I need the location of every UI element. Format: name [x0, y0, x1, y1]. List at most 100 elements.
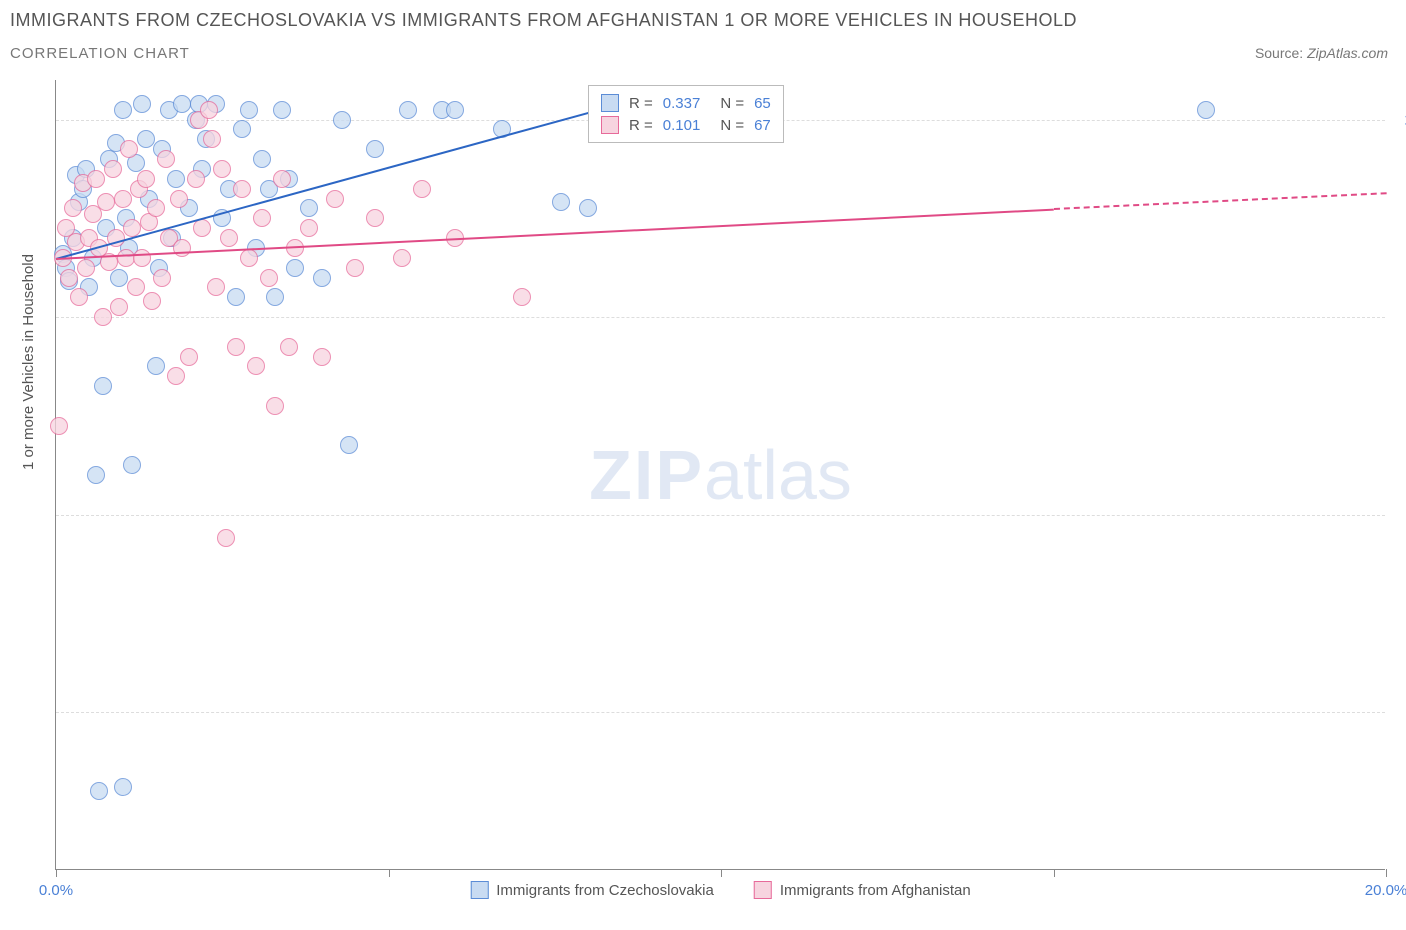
scatter-point [260, 269, 278, 287]
scatter-point [143, 292, 161, 310]
scatter-point [266, 397, 284, 415]
watermark: ZIPatlas [589, 435, 852, 515]
scatter-point [193, 219, 211, 237]
scatter-point [137, 170, 155, 188]
scatter-point [579, 199, 597, 217]
scatter-point [273, 101, 291, 119]
legend-swatch [754, 881, 772, 899]
x-tick [389, 869, 390, 877]
stat-n-label: N = [720, 95, 744, 112]
scatter-point [203, 130, 221, 148]
stats-row: R = 0.101 N = 67 [601, 114, 771, 136]
scatter-point [266, 288, 284, 306]
y-tick-label: 80.0% [1395, 506, 1406, 523]
x-tick [1054, 869, 1055, 877]
scatter-point [280, 338, 298, 356]
scatter-point [233, 120, 251, 138]
x-tick [56, 869, 57, 877]
stat-n-label: N = [720, 117, 744, 134]
scatter-point [313, 269, 331, 287]
scatter-point [90, 782, 108, 800]
scatter-point [240, 249, 258, 267]
scatter-point [227, 288, 245, 306]
series-swatch [601, 116, 619, 134]
stat-r-value: 0.337 [663, 95, 701, 112]
scatter-point [187, 170, 205, 188]
scatter-point [180, 348, 198, 366]
scatter-point [340, 436, 358, 454]
scatter-point [300, 199, 318, 217]
y-tick-label: 70.0% [1395, 704, 1406, 721]
stats-legend-box: R = 0.337 N = 65 R = 0.101 N = 67 [588, 85, 784, 143]
legend-item: Immigrants from Czechoslovakia [470, 881, 714, 899]
scatter-point [147, 199, 165, 217]
scatter-point [120, 140, 138, 158]
scatter-point [399, 101, 417, 119]
scatter-point [50, 417, 68, 435]
source-credit: Source: ZipAtlas.com [1255, 45, 1388, 61]
stats-row: R = 0.337 N = 65 [601, 92, 771, 114]
scatter-point [94, 308, 112, 326]
y-tick-label: 100.0% [1395, 111, 1406, 128]
scatter-point [207, 278, 225, 296]
scatter-point [253, 209, 271, 227]
x-tick-label: 0.0% [39, 882, 73, 899]
stat-r-value: 0.101 [663, 117, 701, 134]
legend-bottom: Immigrants from Czechoslovakia Immigrants… [470, 881, 971, 899]
scatter-point [513, 288, 531, 306]
scatter-point [552, 193, 570, 211]
scatter-point [173, 239, 191, 257]
scatter-point [117, 249, 135, 267]
y-tick-label: 90.0% [1395, 309, 1406, 326]
stat-r-label: R = [629, 95, 653, 112]
scatter-point [110, 269, 128, 287]
stat-n-value: 65 [754, 95, 771, 112]
scatter-point [110, 298, 128, 316]
scatter-point [157, 150, 175, 168]
scatter-point [240, 101, 258, 119]
series-swatch [601, 94, 619, 112]
scatter-point [220, 229, 238, 247]
trend-line-dashed [1053, 193, 1386, 211]
y-axis-label: 1 or more Vehicles in Household [20, 254, 37, 470]
legend-item: Immigrants from Afghanistan [754, 881, 971, 899]
scatter-point [114, 778, 132, 796]
scatter-point [366, 209, 384, 227]
scatter-point [94, 377, 112, 395]
scatter-point [326, 190, 344, 208]
scatter-point [87, 466, 105, 484]
source-name: ZipAtlas.com [1307, 45, 1388, 61]
scatter-point [133, 95, 151, 113]
scatter-point [253, 150, 271, 168]
scatter-point [104, 160, 122, 178]
scatter-point [123, 456, 141, 474]
scatter-point [97, 193, 115, 211]
scatter-point [273, 170, 291, 188]
scatter-point [217, 529, 235, 547]
scatter-point [70, 288, 88, 306]
scatter-point [286, 259, 304, 277]
watermark-bold: ZIP [589, 436, 704, 514]
legend-label: Immigrants from Czechoslovakia [496, 882, 714, 899]
scatter-point [227, 338, 245, 356]
scatter-point [60, 269, 78, 287]
scatter-point [333, 111, 351, 129]
stat-n-value: 67 [754, 117, 771, 134]
scatter-point [170, 190, 188, 208]
scatter-point [114, 101, 132, 119]
scatter-point [247, 357, 265, 375]
scatter-point [213, 160, 231, 178]
chart-subtitle: CORRELATION CHART [10, 45, 190, 62]
scatter-point [167, 367, 185, 385]
legend-swatch [470, 881, 488, 899]
chart-plot-area: ZIPatlas 70.0%80.0%90.0%100.0%0.0%20.0%R… [55, 80, 1385, 870]
scatter-point [64, 199, 82, 217]
x-tick [721, 869, 722, 877]
scatter-point [133, 249, 151, 267]
scatter-point [393, 249, 411, 267]
grid-line [56, 317, 1385, 318]
scatter-point [346, 259, 364, 277]
scatter-point [233, 180, 251, 198]
stat-r-label: R = [629, 117, 653, 134]
scatter-point [446, 101, 464, 119]
